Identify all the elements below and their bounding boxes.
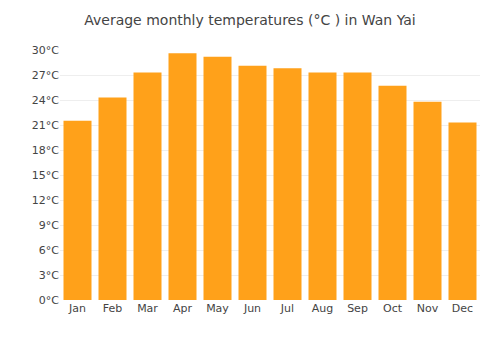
svg-text:27°C: 27°C bbox=[32, 69, 59, 82]
svg-text:0°C: 0°C bbox=[39, 294, 59, 307]
svg-text:Feb: Feb bbox=[103, 302, 122, 315]
svg-text:18°C: 18°C bbox=[32, 144, 59, 157]
svg-text:30°C: 30°C bbox=[32, 44, 59, 57]
svg-text:Jul: Jul bbox=[280, 302, 294, 315]
svg-text:Sep: Sep bbox=[347, 302, 368, 315]
svg-text:May: May bbox=[206, 302, 229, 315]
svg-text:Average monthly temperatures (: Average monthly temperatures (°C ) in Wa… bbox=[84, 12, 416, 28]
svg-text:Oct: Oct bbox=[383, 302, 403, 315]
svg-text:Mar: Mar bbox=[137, 302, 158, 315]
svg-text:21°C: 21°C bbox=[32, 119, 59, 132]
svg-text:Apr: Apr bbox=[173, 302, 193, 315]
svg-text:Nov: Nov bbox=[417, 302, 439, 315]
svg-text:9°C: 9°C bbox=[39, 219, 59, 232]
svg-text:3°C: 3°C bbox=[39, 269, 59, 282]
svg-text:Jan: Jan bbox=[68, 302, 86, 315]
svg-text:24°C: 24°C bbox=[32, 94, 59, 107]
svg-text:Dec: Dec bbox=[452, 302, 473, 315]
svg-text:12°C: 12°C bbox=[32, 194, 59, 207]
svg-text:Jun: Jun bbox=[243, 302, 261, 315]
svg-text:Aug: Aug bbox=[312, 302, 333, 315]
svg-text:6°C: 6°C bbox=[39, 244, 59, 257]
svg-text:15°C: 15°C bbox=[32, 169, 59, 182]
